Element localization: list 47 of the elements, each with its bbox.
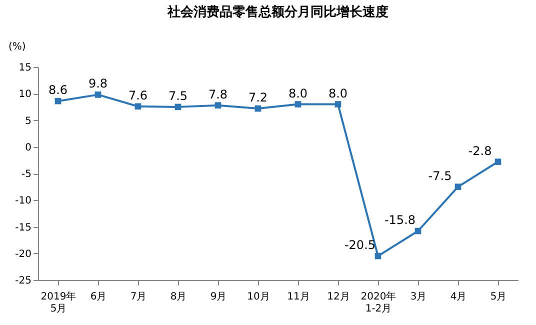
y-tick-label: 15 [18, 62, 32, 74]
data-label: 9.8 [88, 76, 108, 91]
data-label: 8.0 [328, 86, 348, 100]
y-tick-label: 5 [25, 116, 32, 127]
y-tick-label: -5 [22, 169, 32, 180]
point [374, 252, 382, 260]
data-label: -7.5 [428, 168, 452, 183]
y-tick-label: -15 [15, 222, 32, 234]
y-tick-label: 10 [18, 89, 32, 100]
y-axis-title: (%) [8, 42, 26, 52]
point [174, 104, 182, 110]
y-tick-label: -10 [15, 196, 32, 207]
x-tick-label: 12月 [327, 292, 350, 302]
point [454, 184, 462, 190]
x-tick-label: 6月 [90, 292, 107, 302]
point [494, 158, 502, 165]
point [414, 228, 422, 234]
y-tick-label: 0 [25, 142, 32, 154]
x-tick-label: 5月 [490, 292, 507, 302]
data-label: 8.6 [48, 83, 68, 98]
x-tick-label: 2020年 1-2月 [360, 290, 396, 314]
point [334, 101, 342, 108]
x-tick-label: 9月 [210, 292, 227, 302]
x-tick-label: 10月 [247, 292, 270, 302]
data-label: 8.0 [288, 86, 308, 100]
data-label: -2.8 [468, 144, 492, 158]
point [254, 105, 262, 112]
x-tick-label: 3月 [410, 292, 427, 302]
data-label: 7.8 [208, 87, 228, 102]
data-label: 7.5 [168, 88, 188, 103]
point [94, 92, 102, 98]
data-label: 7.6 [128, 88, 148, 102]
point [54, 98, 62, 104]
x-tick-label: 2019年 5月 [40, 290, 76, 314]
point [134, 103, 142, 110]
data-label: -15.8 [384, 213, 416, 228]
data-label: -20.5 [344, 238, 376, 252]
y-tick-label: -25 [15, 276, 32, 286]
x-tick-label: 7月 [130, 292, 147, 302]
x-tick-label: 4月 [450, 292, 467, 302]
y-tick-label: -20 [15, 248, 32, 260]
x-tick-label: 8月 [170, 292, 187, 302]
data-label: 7.2 [248, 90, 268, 105]
x-tick-label: 11月 [287, 292, 310, 302]
point [294, 101, 302, 108]
point [214, 102, 222, 109]
chart-title: 社会消费品零售总额分月同比增长速度 [166, 4, 388, 20]
